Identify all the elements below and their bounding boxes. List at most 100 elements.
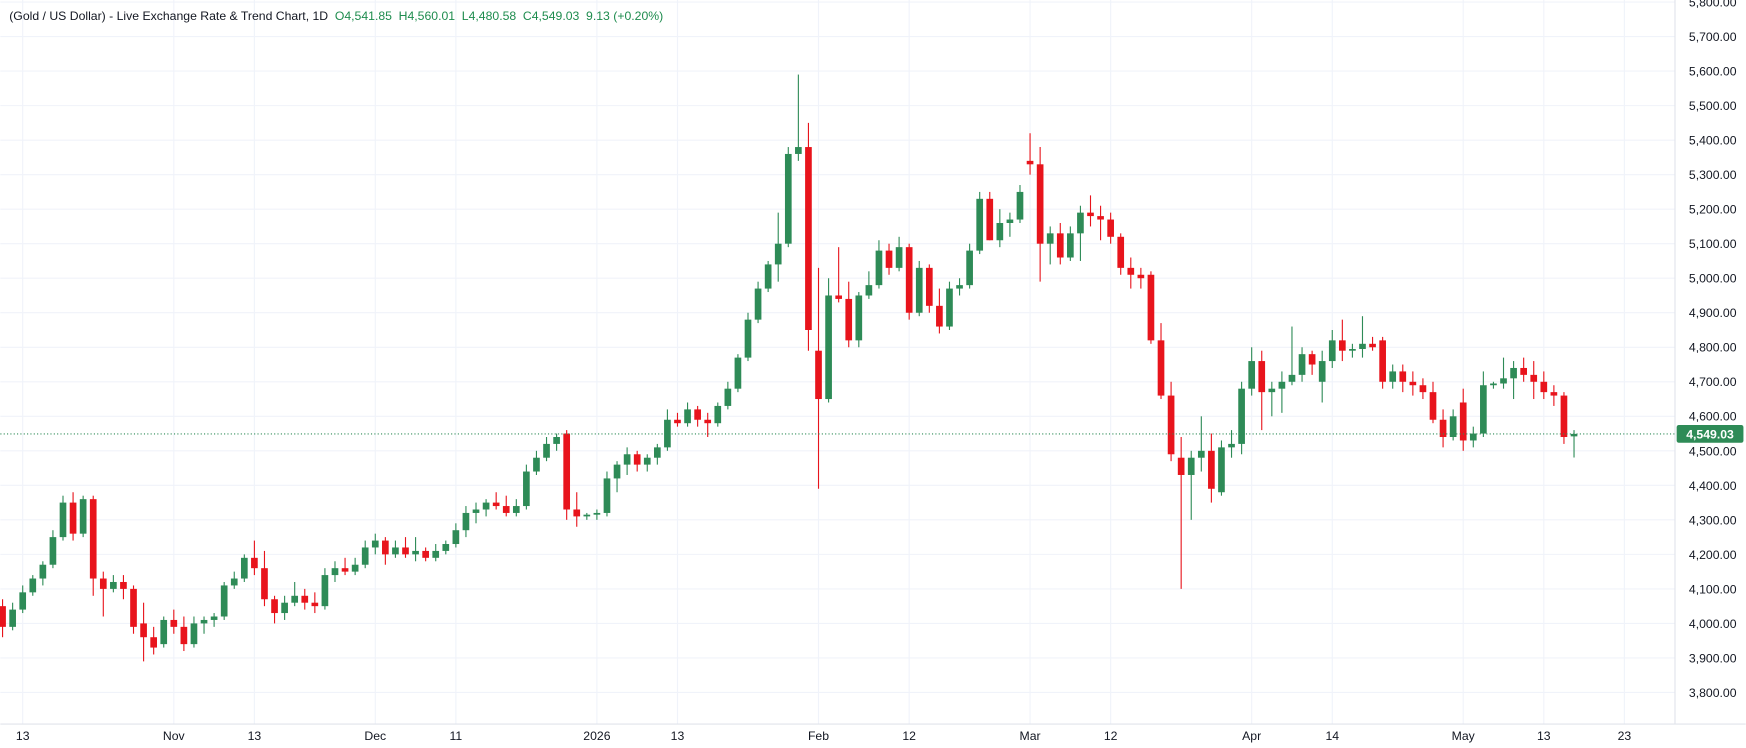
y-tick-label: 4,500.00 [1689, 444, 1737, 458]
y-tick-label: 4,200.00 [1689, 548, 1737, 562]
candle-body [603, 478, 611, 513]
y-tick-label: 4,400.00 [1689, 479, 1737, 493]
candle-body [875, 250, 883, 286]
y-tick-label: 4,900.00 [1689, 306, 1737, 320]
candle-body [1540, 381, 1548, 393]
candle-body [1459, 402, 1467, 441]
candle-body [633, 454, 641, 465]
candle-body [784, 153, 792, 244]
candle-body [291, 595, 299, 603]
x-tick-label: May [1452, 729, 1476, 743]
candle-body [190, 623, 198, 645]
candle-body [99, 578, 107, 589]
candle-body [1218, 447, 1225, 493]
candle-body [664, 419, 671, 448]
candle-body [361, 547, 369, 565]
candle-body [1419, 385, 1427, 393]
candle-body [251, 557, 258, 569]
y-tick-label: 4,100.00 [1689, 582, 1737, 596]
candle-body [1500, 378, 1507, 384]
candle-body [341, 568, 349, 572]
candle-body [653, 447, 661, 458]
candle-body [1328, 340, 1336, 362]
last-price-tag [1676, 424, 1744, 443]
candle-body [240, 557, 248, 579]
x-tick-label: Mar [1020, 729, 1041, 743]
candle-body [563, 433, 571, 510]
candle-body [1298, 354, 1306, 375]
candle-body [301, 595, 309, 603]
candle-body [825, 295, 832, 400]
candle-body [29, 578, 37, 593]
candle-body [915, 267, 923, 313]
candle-body [764, 264, 772, 289]
candle-body [1026, 160, 1034, 165]
candle-body [704, 419, 712, 424]
candle-body [1490, 383, 1497, 386]
candle-body [482, 502, 490, 510]
candle-body [946, 288, 953, 327]
candle-body [1560, 395, 1568, 438]
candle-body [321, 575, 329, 607]
candle-body [79, 499, 87, 534]
candle-body [724, 388, 732, 406]
candle-body [9, 609, 16, 627]
candle-body [472, 509, 480, 513]
y-tick-label: 5,700.00 [1689, 30, 1737, 44]
candle-body [1399, 371, 1407, 382]
candle-body [1137, 274, 1145, 279]
candle-body [583, 514, 591, 517]
candle-body [835, 295, 843, 299]
candle-body [533, 457, 540, 472]
header-title: (Gold / US Dollar) - Live Exchange Rate … [9, 9, 328, 23]
candle-body [1006, 219, 1014, 223]
y-tick-label: 4,600.00 [1689, 410, 1737, 424]
grid [0, 0, 1675, 724]
y-tick-label: 5,300.00 [1689, 168, 1737, 182]
candle-body [371, 540, 379, 548]
candle-body [402, 547, 409, 555]
y-tick-label: 4,700.00 [1689, 375, 1737, 389]
header-open: O4,541.85 [335, 9, 392, 23]
candle-body [1550, 392, 1558, 396]
candle-body [1167, 395, 1175, 455]
candle-body [331, 568, 339, 576]
x-tick-label: 13 [16, 729, 30, 743]
candle-body [1349, 348, 1356, 351]
y-tick-label: 5,800.00 [1689, 0, 1737, 10]
last-price-label: 4,549.03 [1686, 427, 1734, 441]
candle-body [1147, 274, 1155, 341]
candles [0, 74, 1675, 662]
candle-body [1097, 216, 1104, 220]
candle-body [1268, 388, 1276, 393]
candle-body [230, 578, 238, 586]
x-tick-label: Dec [364, 729, 386, 743]
y-tick-label: 3,900.00 [1689, 651, 1737, 665]
candle-body [1510, 367, 1517, 379]
y-tick-label: 4,000.00 [1689, 617, 1737, 631]
candle-body [865, 285, 873, 296]
candle-body [1177, 457, 1185, 475]
candle-body [1187, 457, 1195, 475]
candle-body [39, 564, 47, 579]
candle-body [925, 267, 933, 306]
candle-body [1469, 433, 1477, 441]
candle-body [1067, 233, 1074, 258]
candle-body [69, 502, 77, 534]
candle-body [986, 198, 994, 241]
candle-body [0, 606, 6, 627]
candle-body [523, 471, 530, 507]
candle-body [170, 619, 178, 627]
candle-body [1429, 392, 1437, 420]
candle-body [1318, 361, 1326, 382]
candle-body [432, 550, 440, 558]
candle-body [795, 147, 802, 154]
candle-body [271, 599, 278, 614]
y-tick-label: 4,300.00 [1689, 513, 1737, 527]
header-change: 9.13 (+0.20%) [586, 9, 663, 23]
candle-body [1530, 374, 1538, 382]
candle-body [120, 581, 127, 589]
y-tick-label: 4,800.00 [1689, 341, 1737, 355]
